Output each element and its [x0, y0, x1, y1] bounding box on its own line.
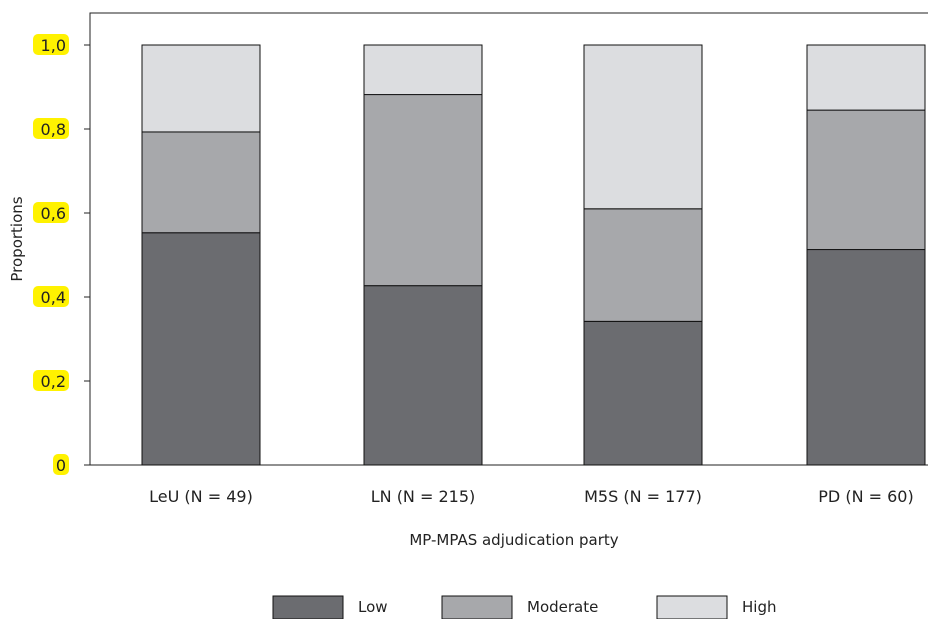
- y-axis: 0 0,2 0,4 0,6 0,8 1,0: [41, 36, 90, 475]
- bar-segment-high: [583, 44, 703, 210]
- legend-swatch-high: [656, 595, 728, 619]
- y-tick-highlight: [33, 202, 69, 223]
- x-tick-label: M5S (N = 177): [584, 487, 702, 506]
- y-tick-highlight: [33, 370, 69, 391]
- y-tick-highlight: [33, 34, 69, 55]
- y-tick-label: 0: [56, 456, 66, 475]
- bar-segment-moderate: [363, 94, 483, 287]
- ytick-highlights: [33, 34, 69, 475]
- y-tick-label: 0,2: [41, 372, 66, 391]
- legend-label-moderate: Moderate: [527, 598, 598, 616]
- legend: Low Moderate High: [272, 595, 776, 619]
- bar-segment-low: [806, 249, 926, 466]
- y-tick-highlight: [33, 118, 69, 139]
- x-tick-label: LN (N = 215): [371, 487, 476, 506]
- y-tick-highlight: [33, 286, 69, 307]
- bar-segment-low: [363, 285, 483, 466]
- bar-segment-moderate: [141, 131, 261, 234]
- x-axis: LeU (N = 49) LN (N = 215) M5S (N = 177) PD …: [149, 487, 914, 506]
- x-tick-label: PD (N = 60): [818, 487, 913, 506]
- bar-segment-high: [806, 44, 926, 111]
- bar-segment-low: [141, 232, 261, 466]
- x-tick-label: LeU (N = 49): [149, 487, 253, 506]
- legend-label-low: Low: [358, 598, 388, 616]
- y-tick-label: 0,4: [41, 288, 66, 307]
- legend-swatch-moderate: [441, 595, 513, 619]
- y-tick-label: 0,6: [41, 204, 66, 223]
- legend-swatch-low: [272, 595, 344, 619]
- plot-frame: [89, 12, 928, 466]
- bar-segment-high: [363, 44, 483, 96]
- bar-segment-moderate: [806, 109, 926, 251]
- y-tick-label: 0,8: [41, 120, 66, 139]
- bar-segment-moderate: [583, 208, 703, 322]
- y-tick-label: 1,0: [41, 36, 66, 55]
- bar-segment-low: [583, 320, 703, 466]
- y-tick-highlight: [53, 454, 69, 475]
- y-axis-label: Proportions: [8, 196, 26, 281]
- bar-segment-high: [141, 44, 261, 133]
- bars: [141, 44, 926, 466]
- legend-label-high: High: [742, 598, 776, 616]
- x-axis-label: MP-MPAS adjudication party: [409, 531, 618, 549]
